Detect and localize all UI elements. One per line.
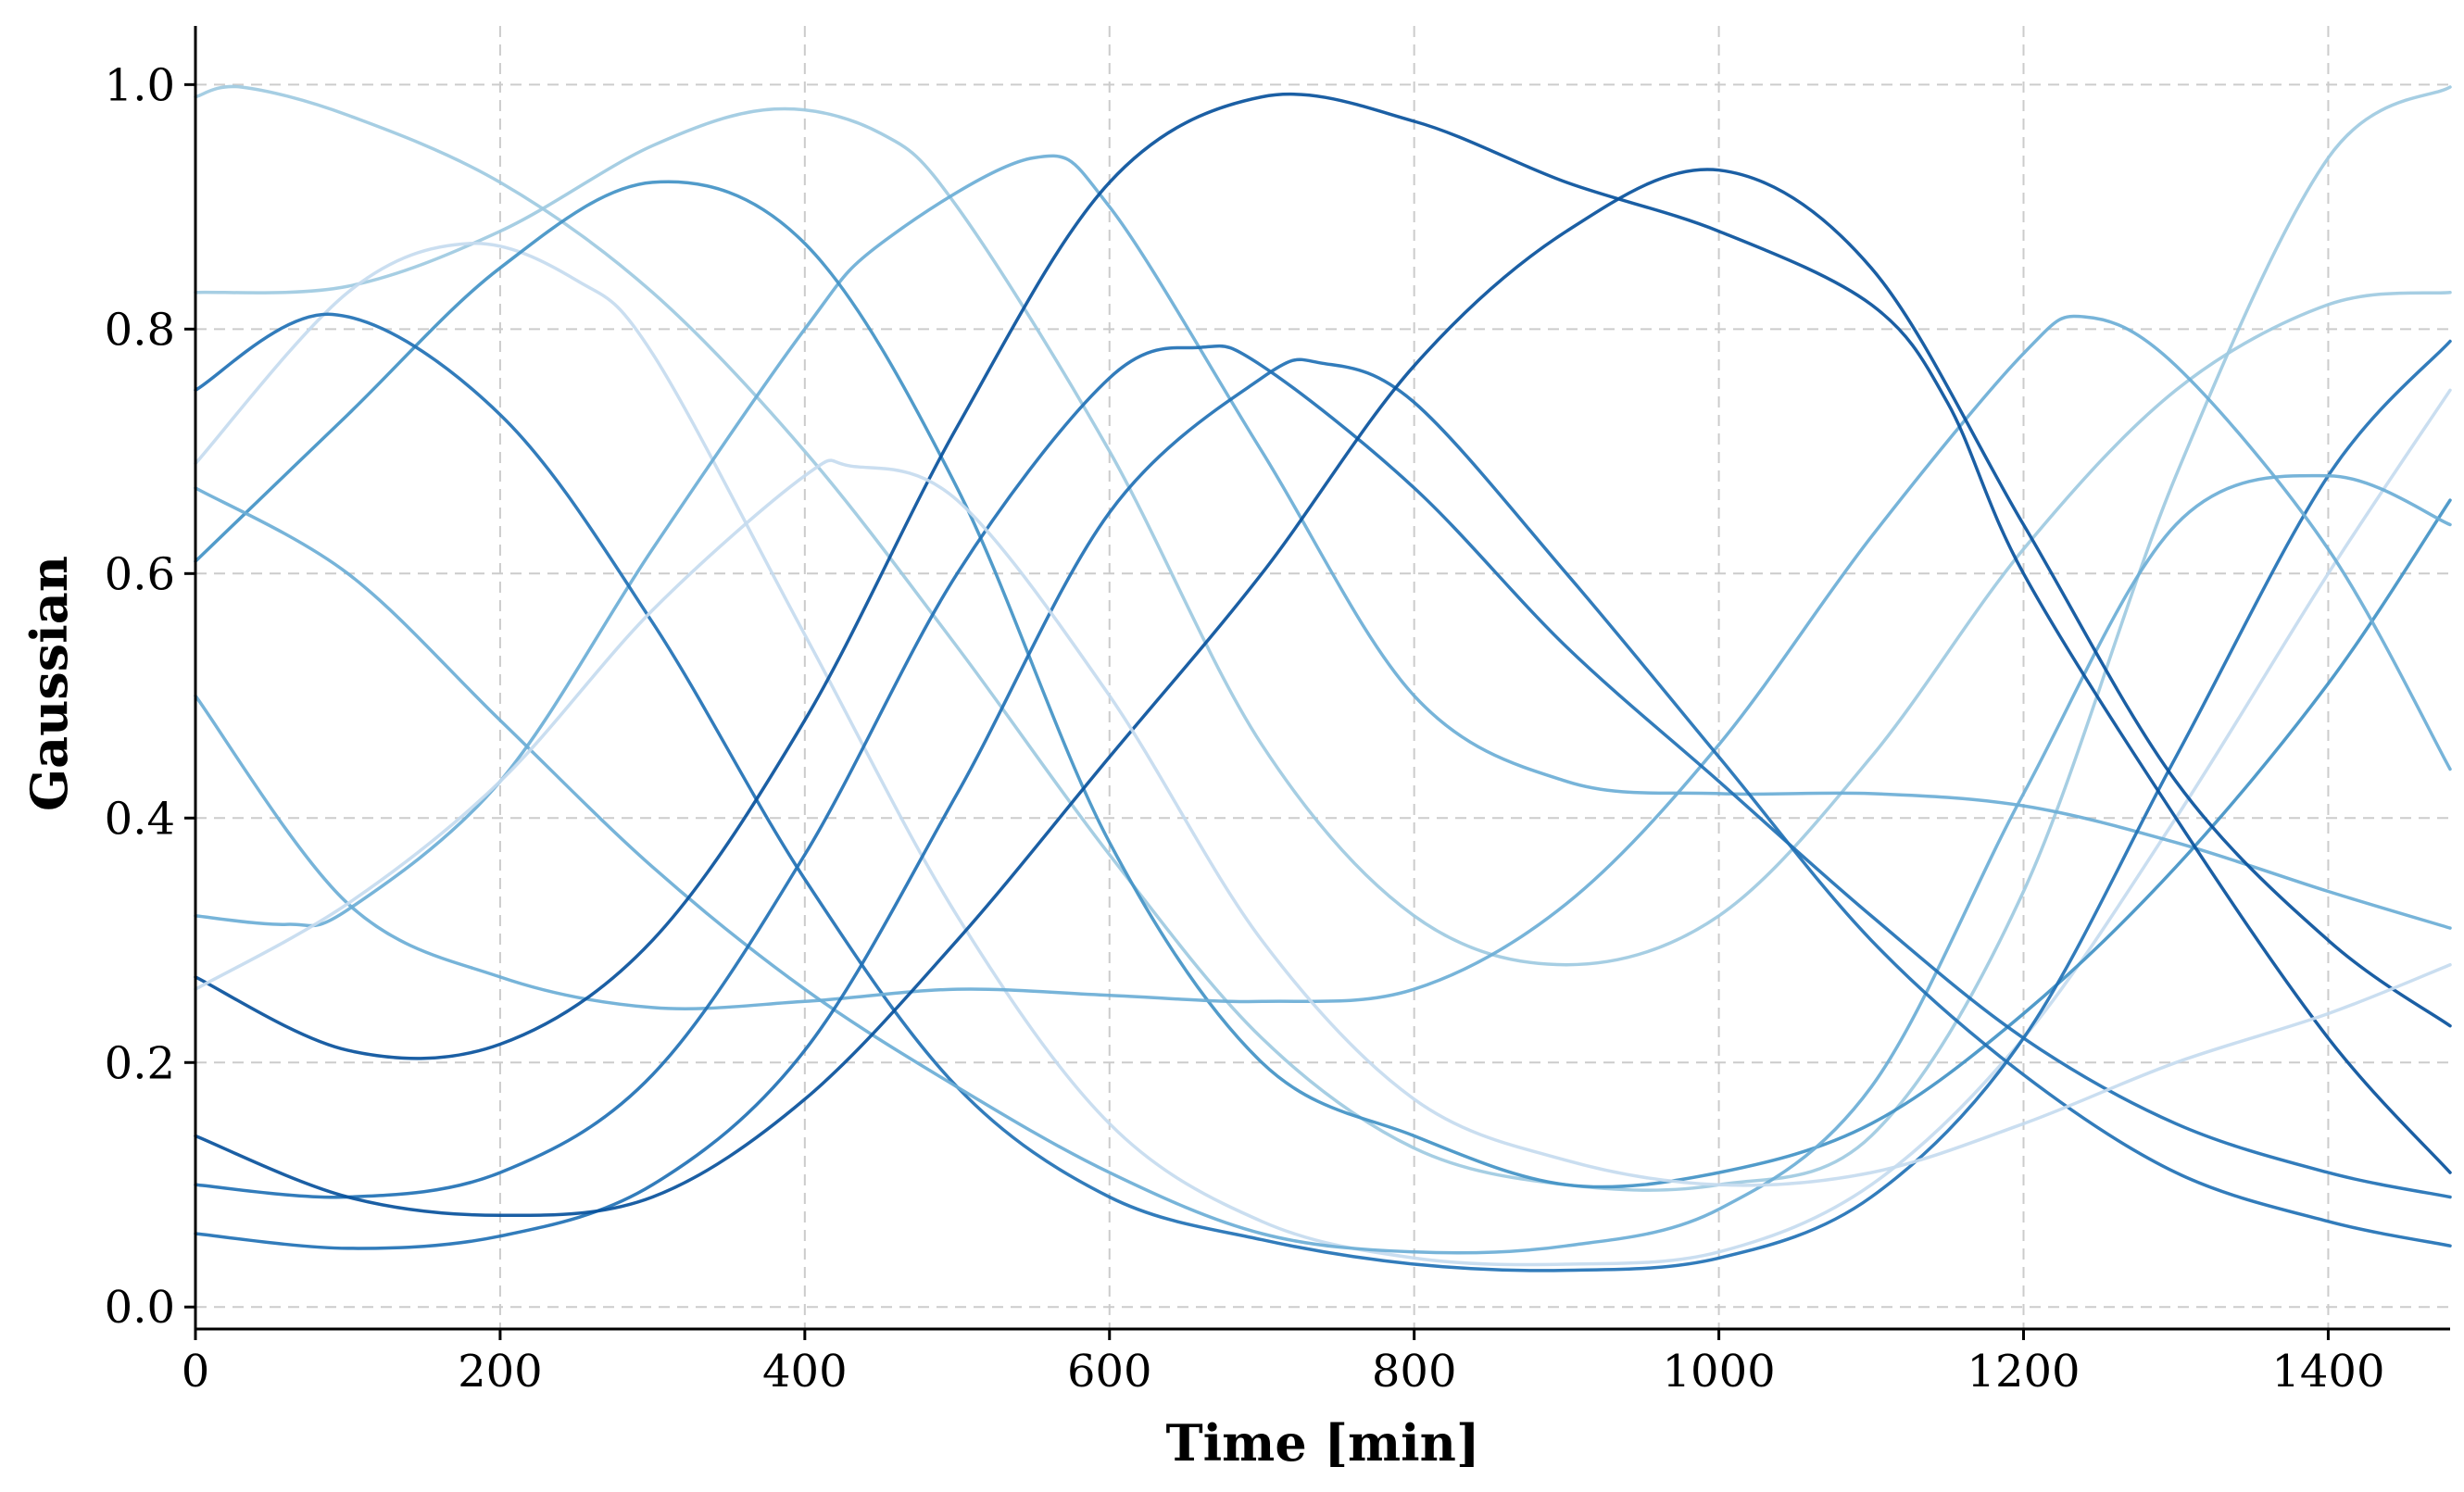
series-line-1: [194, 84, 2452, 1192]
series-layer: [194, 84, 2452, 1273]
y-tick-label: 0.4: [105, 793, 175, 845]
series-line-7: [194, 473, 2452, 1255]
series-line-2: [194, 107, 2452, 967]
series-line-8: [194, 314, 2452, 1010]
x-tick-label: 600: [1067, 1346, 1152, 1398]
x-tick-label: 200: [458, 1346, 543, 1398]
series-line-6: [194, 312, 2452, 1273]
x-tick-label: 0: [182, 1346, 210, 1398]
y-tick-label: 0.2: [105, 1037, 175, 1089]
y-tick-label: 1.0: [105, 59, 175, 111]
x-tick-label: 800: [1372, 1346, 1457, 1398]
series-line-5: [194, 180, 2452, 1189]
x-axis-label: Time [min]: [1165, 1413, 1479, 1473]
x-tick-label: 1000: [1663, 1346, 1776, 1398]
x-tick-label: 1400: [2271, 1346, 2384, 1398]
series-line-4: [194, 154, 2452, 930]
series-line-11: [194, 92, 2452, 1174]
x-tick-label: 400: [762, 1346, 848, 1398]
y-tick-label: 0.6: [105, 548, 175, 600]
grid-layer: [195, 26, 2450, 1329]
y-axis-label: Gaussian: [19, 556, 79, 811]
x-tick-label: 1200: [1967, 1346, 2080, 1398]
series-line-12: [194, 168, 2452, 1218]
series-line-9: [194, 344, 2452, 1199]
series-line-13: [194, 458, 2452, 1187]
series-line-3: [194, 242, 2452, 1267]
ticks-layer: 0 200 400 600 800 1000 1200 1400 0.0 0.2 0.4 0.6 0.8…: [105, 59, 2385, 1398]
series-line-10: [194, 357, 2452, 1250]
y-tick-label: 0.8: [105, 304, 175, 356]
y-tick-label: 0.0: [105, 1282, 175, 1334]
axes-layer: [194, 26, 2450, 1331]
